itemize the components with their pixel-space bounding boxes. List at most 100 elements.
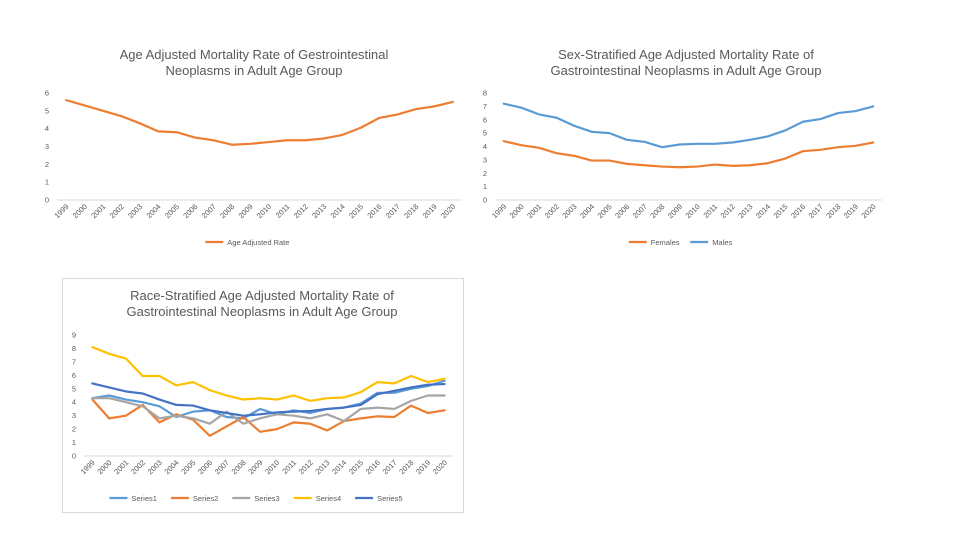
y-tick-label: 1 [72, 438, 76, 447]
x-tick-label: 2003 [146, 458, 164, 476]
y-tick-label: 3 [45, 142, 49, 151]
x-tick-label: 2005 [596, 202, 614, 220]
chart-title-line: Race-Stratified Age Adjusted Mortality R… [130, 288, 394, 303]
chart-title-line: Neoplasms in Adult Age Group [165, 63, 342, 78]
x-tick-label: 2012 [292, 202, 310, 220]
legend-item: Females [628, 238, 680, 247]
x-tick-label: 2009 [246, 458, 264, 476]
x-tick-label: 2008 [230, 458, 248, 476]
legend-item: Males [690, 238, 732, 247]
x-tick-label: 1999 [52, 202, 70, 220]
x-tick-label: 2001 [89, 202, 107, 220]
chart-title-line: Gastrointestinal Neoplasms in Adult Age … [127, 304, 398, 319]
x-tick-label: 2000 [71, 202, 89, 220]
y-tick-label: 2 [483, 169, 487, 178]
x-tick-label: 2016 [365, 202, 383, 220]
y-tick-label: 6 [483, 115, 487, 124]
x-tick-label: 2001 [112, 458, 130, 476]
legend-item: Series2 [170, 494, 218, 503]
x-tick-label: 2009 [666, 202, 684, 220]
y-tick-label: 7 [72, 357, 76, 366]
legend-label: Series5 [377, 494, 402, 503]
x-tick-label: 2017 [384, 202, 402, 220]
y-tick-label: 0 [72, 452, 76, 461]
series-line-series5 [91, 382, 446, 417]
x-tick-label: 2012 [719, 202, 737, 220]
legend-item: Series1 [109, 494, 157, 503]
x-tick-label: 2014 [754, 202, 772, 220]
y-tick-label: 2 [72, 425, 76, 434]
x-tick-label: 2005 [163, 202, 181, 220]
legend-label: Series4 [316, 494, 341, 503]
x-tick-label: 2020 [431, 458, 449, 476]
x-tick-label: 2014 [329, 202, 347, 220]
x-tick-label: 2002 [543, 202, 561, 220]
x-tick-label: 2019 [414, 458, 432, 476]
x-tick-label: 2020 [439, 202, 457, 220]
y-tick-label: 9 [72, 331, 76, 340]
x-tick-label: 2018 [402, 202, 420, 220]
chart-sex-stratified-svg: Sex-Stratified Age Adjusted Mortality Ra… [483, 47, 882, 247]
x-tick-label: 2004 [145, 202, 163, 220]
x-tick-label: 2015 [772, 202, 790, 220]
x-tick-label: 2018 [397, 458, 415, 476]
x-tick-label: 2011 [702, 202, 720, 220]
legend-label: Females [651, 238, 680, 247]
series-line-series2 [91, 398, 446, 437]
x-tick-label: 2012 [297, 458, 315, 476]
x-tick-label: 2000 [95, 458, 113, 476]
x-tick-label: 2020 [859, 202, 877, 220]
x-tick-label: 2019 [842, 202, 860, 220]
legend-item: Series5 [355, 494, 403, 503]
series-line-series4 [91, 345, 446, 402]
legend-item: Series4 [293, 494, 341, 503]
series-line-age-adjusted-rate [65, 99, 454, 146]
x-tick-label: 2014 [330, 458, 348, 476]
legend-label: Males [712, 238, 732, 247]
x-tick-label: 2007 [631, 202, 649, 220]
x-tick-label: 2011 [274, 202, 292, 220]
x-tick-label: 2010 [255, 202, 273, 220]
y-tick-label: 6 [45, 89, 49, 98]
series-line-males [502, 102, 875, 149]
x-tick-label: 2016 [364, 458, 382, 476]
x-tick-label: 2003 [560, 202, 578, 220]
y-tick-label: 5 [483, 129, 487, 138]
y-tick-label: 8 [72, 344, 76, 353]
x-tick-label: 2013 [736, 202, 754, 220]
series-line-series3 [91, 394, 446, 425]
y-tick-label: 4 [72, 398, 76, 407]
y-tick-label: 1 [45, 178, 49, 187]
legend-label: Series3 [254, 494, 279, 503]
y-tick-label: 1 [483, 182, 487, 191]
chart-title-line: Sex-Stratified Age Adjusted Mortality Ra… [558, 47, 814, 62]
x-tick-label: 2008 [218, 202, 236, 220]
legend-item: Age Adjusted Rate [205, 238, 289, 247]
x-tick-label: 2006 [613, 202, 631, 220]
x-tick-label: 2018 [824, 202, 842, 220]
y-tick-label: 0 [45, 196, 49, 205]
x-tick-label: 2010 [684, 202, 702, 220]
x-tick-label: 2017 [381, 458, 399, 476]
x-tick-label: 2004 [163, 458, 181, 476]
series-line-females [502, 140, 875, 169]
x-tick-label: 2010 [263, 458, 281, 476]
x-tick-label: 2006 [181, 202, 199, 220]
x-tick-label: 1999 [79, 458, 97, 476]
chart-race-stratified: Race-Stratified Age Adjusted Mortality R… [62, 278, 464, 513]
x-tick-label: 2005 [179, 458, 197, 476]
x-tick-label: 2019 [421, 202, 439, 220]
y-tick-label: 3 [72, 411, 76, 420]
x-tick-label: 2004 [578, 202, 596, 220]
x-tick-label: 2016 [789, 202, 807, 220]
x-tick-label: 2000 [508, 202, 526, 220]
y-tick-label: 5 [45, 106, 49, 115]
x-tick-label: 2015 [347, 202, 365, 220]
legend-item: Series3 [232, 494, 280, 503]
x-tick-label: 2002 [108, 202, 126, 220]
x-tick-label: 1999 [490, 202, 508, 220]
legend-label: Series1 [132, 494, 157, 503]
x-tick-label: 2007 [213, 458, 231, 476]
y-tick-label: 4 [483, 142, 487, 151]
legend-label: Series2 [193, 494, 218, 503]
